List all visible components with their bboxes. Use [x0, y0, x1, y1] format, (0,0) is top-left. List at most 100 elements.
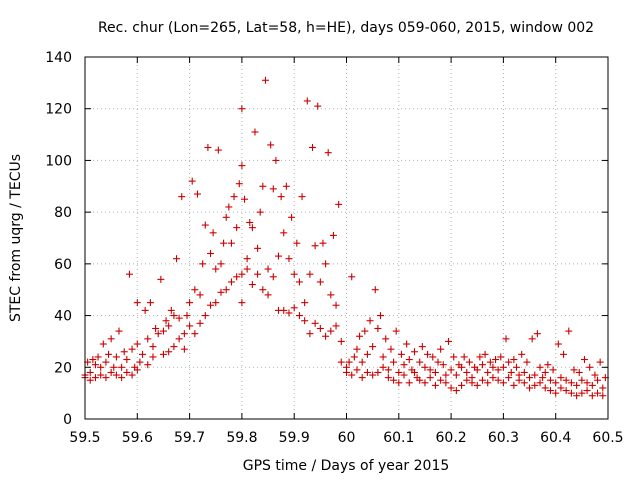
data-point: [374, 325, 382, 332]
data-point: [361, 327, 369, 335]
data-point: [484, 379, 492, 387]
data-point: [238, 162, 246, 170]
x-tick-label: 60.1: [383, 430, 414, 446]
data-point: [322, 260, 330, 268]
data-point: [434, 358, 442, 366]
data-point: [410, 348, 418, 356]
data-point: [465, 358, 473, 366]
data-point: [204, 144, 212, 151]
data-point: [570, 366, 578, 374]
data-point: [306, 330, 314, 338]
x-tick-label: 59.8: [226, 430, 257, 446]
data-point: [295, 312, 303, 320]
data-point: [512, 363, 520, 371]
data-point: [369, 371, 377, 379]
data-point: [144, 361, 152, 369]
data-point: [332, 322, 340, 330]
data-point: [463, 368, 471, 376]
data-point: [596, 358, 604, 366]
data-point: [583, 379, 591, 387]
data-point: [518, 350, 526, 358]
data-point: [431, 381, 439, 389]
data-point: [217, 288, 225, 296]
data-point: [314, 102, 322, 110]
data-point: [546, 387, 554, 395]
data-point: [528, 335, 536, 343]
data-point: [552, 379, 560, 387]
data-point: [366, 317, 374, 325]
data-point: [426, 366, 434, 374]
data-point: [444, 337, 452, 345]
data-point: [374, 368, 382, 376]
data-point: [157, 275, 165, 283]
x-tick-label: 60.3: [488, 430, 519, 446]
data-point: [89, 356, 97, 364]
data-point: [91, 374, 99, 382]
data-point: [442, 371, 450, 379]
y-tick-label: 100: [45, 153, 72, 169]
data-point: [452, 371, 460, 379]
data-point: [251, 128, 259, 136]
data-point: [588, 392, 596, 400]
data-point: [562, 387, 570, 395]
data-point: [594, 376, 602, 384]
data-point: [91, 361, 99, 369]
data-point: [426, 374, 434, 382]
data-point: [599, 392, 607, 400]
data-point: [416, 376, 424, 384]
data-point: [533, 330, 541, 338]
data-point: [505, 374, 513, 382]
data-point: [531, 371, 539, 379]
data-point: [322, 332, 330, 340]
data-point: [405, 379, 413, 387]
data-point: [510, 381, 518, 389]
data-point: [502, 335, 510, 343]
data-point: [133, 340, 141, 348]
data-point: [565, 327, 573, 335]
data-point: [301, 299, 309, 307]
data-point: [599, 384, 607, 392]
data-point: [353, 345, 361, 353]
x-tick-label: 60.2: [436, 430, 467, 446]
data-point: [149, 343, 157, 351]
data-point: [350, 353, 358, 361]
data-point: [233, 273, 241, 281]
data-point: [267, 141, 275, 149]
data-point: [476, 353, 484, 361]
data-point: [442, 379, 450, 387]
data-point: [523, 358, 531, 366]
data-point: [343, 363, 350, 371]
data-point: [520, 368, 528, 376]
data-point: [136, 358, 144, 366]
data-point: [431, 368, 439, 376]
data-point: [99, 340, 107, 348]
data-point: [139, 350, 147, 358]
data-point: [159, 350, 167, 358]
data-point: [94, 353, 102, 361]
data-point: [319, 239, 327, 247]
data-point: [526, 374, 534, 382]
data-point: [507, 368, 515, 376]
data-point: [167, 306, 175, 314]
data-point: [358, 358, 366, 366]
data-point: [452, 387, 460, 395]
data-point: [510, 356, 518, 364]
data-point: [562, 376, 570, 384]
data-point: [261, 76, 269, 84]
data-point: [309, 144, 317, 151]
data-point: [159, 327, 167, 335]
data-point: [115, 327, 123, 335]
data-point: [243, 265, 251, 273]
data-point: [154, 330, 162, 338]
data-point: [293, 239, 301, 247]
data-point: [264, 265, 272, 273]
data-point: [324, 149, 332, 157]
data-point: [193, 190, 201, 198]
data-point: [348, 371, 356, 379]
data-point: [186, 299, 194, 307]
y-tick-label: 20: [54, 360, 72, 376]
data-point: [384, 366, 392, 374]
data-point: [557, 374, 565, 382]
data-point: [353, 366, 361, 374]
